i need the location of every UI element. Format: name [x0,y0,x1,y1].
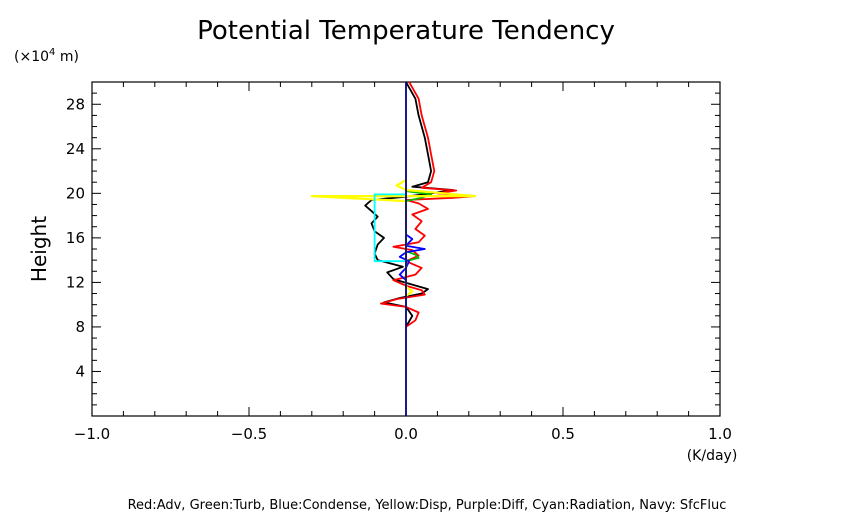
y-tick-labels: 4 8 12 16 20 24 28 [66,95,85,380]
y-unit-label: (×104 m) [14,47,79,65]
x-tick-label: 1.0 [708,425,732,443]
x-tick-label: −1.0 [74,425,110,443]
y-unit-exponent: 4 [49,47,55,58]
y-tick-label: 16 [66,229,85,247]
x-tick-label: 0.5 [551,425,575,443]
y-tick-label: 8 [75,318,85,336]
chart-title: Potential Temperature Tendency [197,16,615,46]
series-line-4 [310,179,477,297]
y-tick-label: 20 [66,184,85,202]
x-axis-label: (K/day) [687,448,738,464]
y-tick-label: 24 [66,140,85,158]
series-line-3 [398,233,426,281]
y-axis-label: Height [27,216,51,282]
y-tick-label: 4 [75,362,85,380]
y-tick-label: 28 [66,95,85,113]
x-tick-label: −0.5 [231,425,267,443]
y-tick-label: 12 [66,273,85,291]
x-tick-label: 0.0 [394,425,418,443]
series-group [310,81,477,416]
x-tick-labels: −1.0 −0.5 0.0 0.5 1.0 [74,425,732,443]
series-line-5 [373,193,406,263]
series-line-1 [379,81,477,328]
legend: Red:Adv, Green:Turb, Blue:Condense, Yell… [127,498,727,513]
